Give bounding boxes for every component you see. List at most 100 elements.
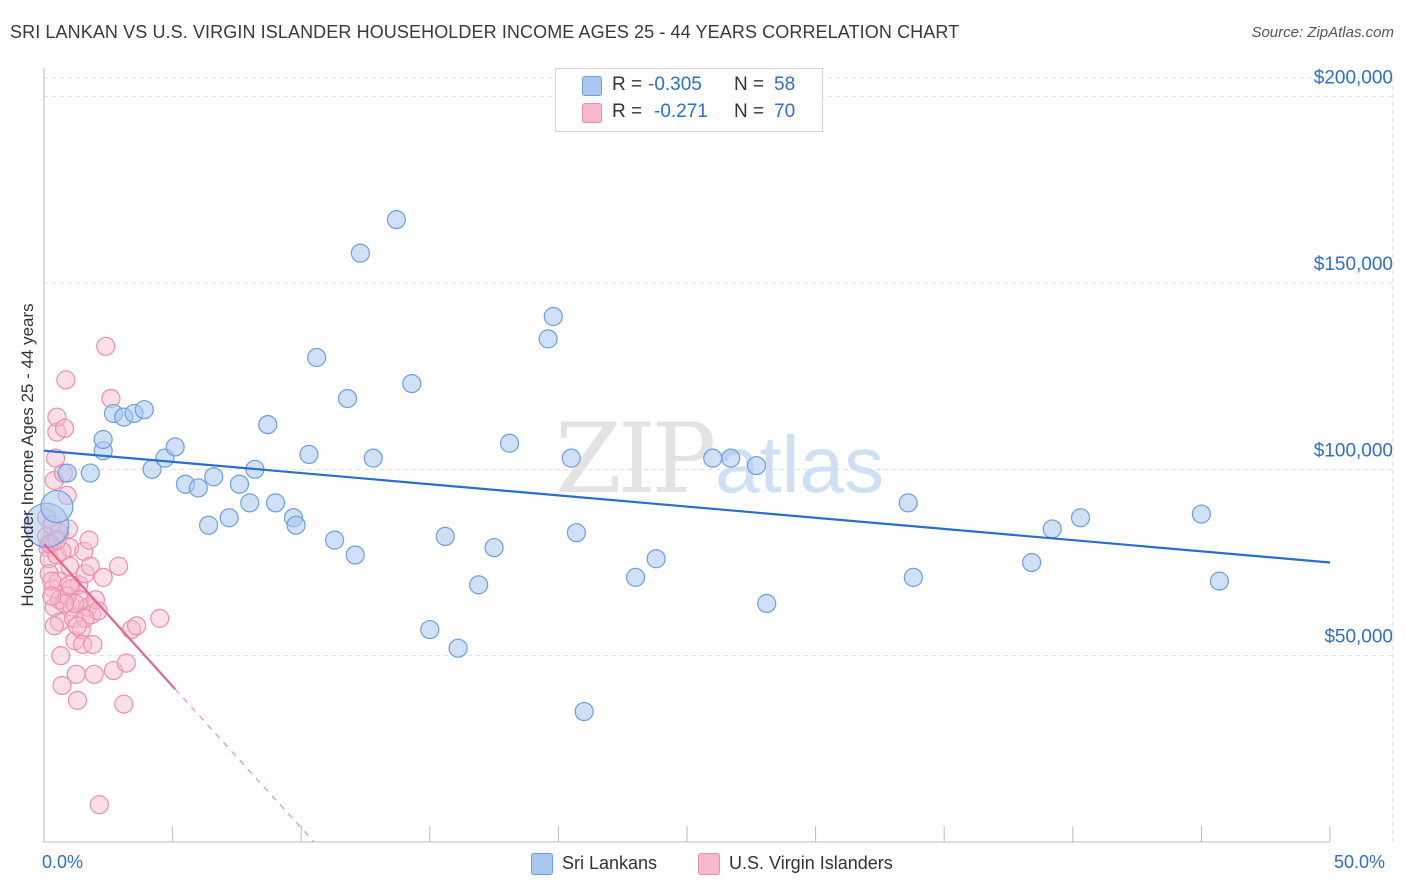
sri-lankan-point xyxy=(57,463,77,483)
sri-lankan-point xyxy=(165,437,185,457)
axes xyxy=(43,68,1331,843)
series-label: U.S. Virgin Islanders xyxy=(729,853,893,873)
sri-lankan-point xyxy=(204,467,224,487)
x-tick-label-min: 0.0% xyxy=(42,852,84,872)
sri-lankan-point xyxy=(40,489,74,524)
sri-lankan-point xyxy=(448,638,468,658)
virgin-islander-point xyxy=(54,418,75,438)
sri-lankan-point xyxy=(435,526,455,547)
sri-lankan-point xyxy=(538,329,558,349)
correlation-legend: R = -0.305 N = 58 R = -0.271 N = 70 xyxy=(555,68,823,132)
sri-lankan-point xyxy=(1070,508,1091,528)
sri-lankan-point xyxy=(229,474,250,494)
sri-lankan-point xyxy=(499,433,520,453)
virgin-islander-point xyxy=(72,634,93,655)
virgin-islander-point xyxy=(65,593,85,614)
legend-r-value: -0.305 xyxy=(648,74,702,95)
legend-r-value: -0.271 xyxy=(654,101,708,122)
sri-lankan-point xyxy=(1022,552,1042,573)
virgin-islander-point xyxy=(60,556,80,576)
sri-lankan-point xyxy=(363,448,383,468)
virgin-islander-point xyxy=(47,407,67,427)
virgin-islander-trend-line xyxy=(43,543,176,690)
virgin-islander-point xyxy=(108,556,129,576)
sri-lankan-point xyxy=(93,429,113,450)
virgin-islander-point xyxy=(114,694,134,714)
virgin-islander-point xyxy=(93,567,113,587)
virgin-islander-point xyxy=(71,619,91,640)
legend-swatch-blue xyxy=(582,76,602,96)
sri-lankan-point xyxy=(345,545,365,565)
sri-lankan-point xyxy=(574,701,594,722)
virgin-islander-point xyxy=(80,556,100,576)
sri-lankan-point xyxy=(199,515,219,535)
sri-lankan-point xyxy=(469,575,489,595)
virgin-islander-point xyxy=(42,571,62,591)
virgin-islander-point xyxy=(83,634,103,655)
y-tick-label: $150,000 xyxy=(1314,254,1393,275)
sri-lankan-point xyxy=(566,523,587,543)
virgin-islander-point xyxy=(75,608,95,628)
series-label: Sri Lankans xyxy=(562,853,658,873)
sri-lankan-point xyxy=(543,306,563,327)
x-tick-label-max: 50.0% xyxy=(1334,852,1386,872)
virgin-islander-point xyxy=(45,448,66,468)
chart-title: SRI LANKAN VS U.S. VIRGIN ISLANDER HOUSE… xyxy=(10,22,960,42)
virgin-islander-point xyxy=(67,690,88,710)
y-tick-labels: $50,000 $100,000 $150,000 $200,000 xyxy=(1314,68,1393,648)
legend-r-label: R = xyxy=(612,101,643,122)
sri-lankan-point xyxy=(307,347,327,368)
sri-lankan-point xyxy=(703,448,723,468)
sri-lankan-point xyxy=(420,619,440,640)
virgin-islander-point xyxy=(96,336,116,356)
virgin-islander-point xyxy=(52,675,72,696)
sri-lankan-point xyxy=(337,388,358,409)
sri-lankan-point xyxy=(757,593,777,614)
sri-lankan-point xyxy=(350,243,370,263)
sri-lankan-point xyxy=(1191,504,1212,524)
sri-lankan-point xyxy=(721,448,741,468)
sri-lankan-point xyxy=(240,493,260,513)
data-points xyxy=(23,210,1230,815)
trend-lines xyxy=(43,449,1331,843)
virgin-islander-point xyxy=(49,612,70,632)
sri-lankan-point xyxy=(265,493,286,513)
sri-lankan-point xyxy=(898,493,918,513)
y-tick-label: $50,000 xyxy=(1324,627,1393,648)
sri-lankan-point xyxy=(1042,519,1062,539)
y-tick-label: $200,000 xyxy=(1314,68,1393,89)
sri-lankan-point xyxy=(80,463,100,483)
virgin-islander-point xyxy=(89,795,109,815)
sri-lankan-point xyxy=(484,537,504,558)
sri-lankan-point xyxy=(402,374,422,394)
virgin-islander-point xyxy=(70,590,90,610)
legend-swatch-pink xyxy=(582,103,602,123)
legend-n-value: 70 xyxy=(774,101,796,122)
legend-n-label: N = xyxy=(734,101,765,122)
virgin-islander-point xyxy=(57,586,77,606)
sri-lankan-point xyxy=(325,530,345,550)
sri-lankan-point xyxy=(219,508,239,528)
sri-lankan-point xyxy=(386,210,406,230)
watermark: ZIP atlas xyxy=(555,403,884,515)
sri-lankan-point xyxy=(903,567,923,587)
series-swatch-pink xyxy=(698,853,720,875)
virgin-islander-point xyxy=(44,616,64,636)
sri-lankan-point xyxy=(561,448,581,468)
sri-lankan-point xyxy=(134,400,154,420)
legend-r-label: R = xyxy=(612,74,643,95)
sri-lankan-point xyxy=(299,444,319,465)
sri-lankan-point xyxy=(646,549,666,569)
sri-lankan-point xyxy=(1209,571,1230,591)
watermark-zip: ZIP xyxy=(555,403,714,515)
virgin-islander-point xyxy=(84,664,104,684)
y-axis-label: Householder Income Ages 25 - 44 years xyxy=(18,303,37,607)
virgin-islander-point xyxy=(116,653,136,673)
sri-lankan-point xyxy=(746,455,767,476)
virgin-islander-point xyxy=(79,530,99,550)
legend-n-value: 58 xyxy=(774,74,796,95)
sri-lankan-trend-line xyxy=(43,449,1331,564)
y-tick-label: $100,000 xyxy=(1314,440,1393,461)
virgin-islander-point xyxy=(67,616,88,636)
